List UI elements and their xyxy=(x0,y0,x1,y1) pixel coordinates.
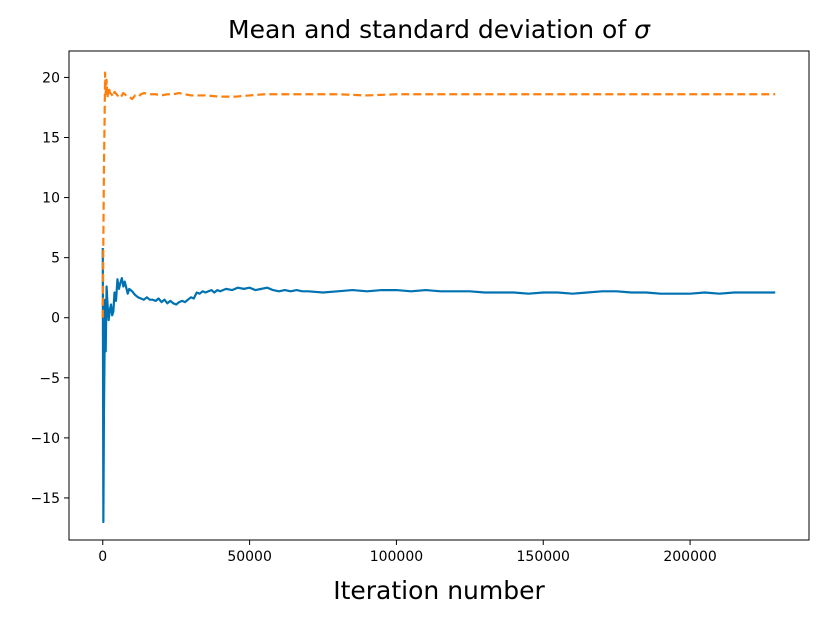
y-tick-label: −15 xyxy=(30,491,60,507)
y-tick-label: −5 xyxy=(39,371,60,387)
x-axis-title: Iteration number xyxy=(333,576,545,605)
y-tick-label: 10 xyxy=(42,191,60,207)
y-tick-label: 0 xyxy=(51,311,60,327)
y-axis: −15 −10 −5 0 5 10 15 20 xyxy=(30,70,69,507)
chart-title-text: Mean and standard deviation of xyxy=(228,15,627,44)
x-tick-label: 100000 xyxy=(370,549,423,565)
y-tick-label: −10 xyxy=(30,431,60,447)
x-tick-label: 0 xyxy=(98,549,107,565)
series-layer xyxy=(101,71,776,524)
chart-title: Mean and standard deviation of σ xyxy=(228,15,651,44)
series-line-2 xyxy=(101,71,776,318)
chart-title-symbol: σ xyxy=(634,15,651,44)
x-tick-label: 200000 xyxy=(663,549,716,565)
y-tick-label: 15 xyxy=(42,131,60,147)
x-tick-label: 150000 xyxy=(517,549,570,565)
series-line-1 xyxy=(101,248,776,524)
y-tick-label: 5 xyxy=(51,251,60,267)
y-tick-label: 20 xyxy=(42,70,60,86)
x-axis: 0 50000 100000 150000 200000 xyxy=(98,540,717,565)
x-tick-label: 50000 xyxy=(227,549,272,565)
plot-area-frame xyxy=(68,50,810,541)
